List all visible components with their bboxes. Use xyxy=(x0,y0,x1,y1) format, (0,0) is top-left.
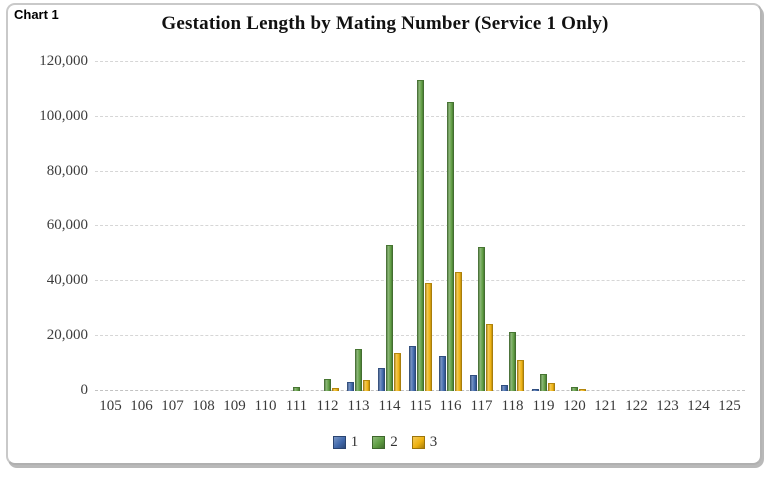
legend-swatch-icon xyxy=(372,436,386,449)
y-axis-tick-label: 120,000 xyxy=(39,53,88,69)
x-axis-tick-label: 122 xyxy=(625,398,648,414)
x-axis-tick-label: 125 xyxy=(718,398,741,414)
x-axis-tick-label: 124 xyxy=(687,398,710,414)
legend-swatch-icon xyxy=(411,436,425,449)
bar-series1-117 xyxy=(470,375,477,391)
x-axis-tick-label: 105 xyxy=(99,398,122,414)
x-axis-tick-label: 106 xyxy=(130,398,153,414)
bar-series1-113 xyxy=(347,382,354,391)
y-axis-tick-label: 60,000 xyxy=(46,217,88,233)
legend-item-series-2: 2 xyxy=(372,434,398,450)
x-axis-tick-label: 115 xyxy=(409,398,432,414)
bar-series3-116 xyxy=(455,272,462,391)
x-axis-tick-label: 108 xyxy=(192,398,215,414)
x-axis-tick-label: 109 xyxy=(223,398,246,414)
bar-series3-113 xyxy=(363,380,370,391)
legend-label: 3 xyxy=(429,434,438,450)
bar-series2-111 xyxy=(293,387,300,391)
bar-series2-117 xyxy=(478,247,485,391)
gridline xyxy=(95,61,745,62)
legend: 1 2 3 xyxy=(0,434,770,450)
legend-label: 1 xyxy=(350,434,359,450)
bar-series3-118 xyxy=(517,360,524,391)
x-axis-tick-label: 121 xyxy=(594,398,617,414)
bar-series2-118 xyxy=(509,332,516,391)
bar-series2-112 xyxy=(324,379,331,391)
bar-series2-120 xyxy=(571,387,578,391)
bar-series3-112 xyxy=(332,388,339,391)
bar-series2-116 xyxy=(447,102,454,391)
bar-series1-115 xyxy=(409,346,416,391)
bar-series1-119 xyxy=(532,389,539,391)
y-axis-tick-label: 40,000 xyxy=(46,272,88,288)
y-axis-tick-label: 80,000 xyxy=(46,163,88,179)
bar-series2-114 xyxy=(386,245,393,391)
x-axis-tick-label: 114 xyxy=(378,398,401,414)
x-axis-tick-label: 123 xyxy=(656,398,679,414)
x-axis-tick-label: 110 xyxy=(254,398,277,414)
bar-series3-119 xyxy=(548,383,555,391)
x-axis-tick-label: 120 xyxy=(563,398,586,414)
x-axis-tick-label: 118 xyxy=(501,398,524,414)
bar-series2-113 xyxy=(355,349,362,391)
x-axis-tick-label: 117 xyxy=(470,398,493,414)
x-axis-tick-label: 107 xyxy=(161,398,184,414)
bar-series3-114 xyxy=(394,353,401,391)
bar-series2-115 xyxy=(417,80,424,391)
bar-series1-118 xyxy=(501,385,508,391)
bar-series1-116 xyxy=(439,356,446,391)
y-axis-tick-label: 100,000 xyxy=(39,108,88,124)
bar-series3-117 xyxy=(486,324,493,391)
y-axis-tick-label: 20,000 xyxy=(46,327,88,343)
x-axis-tick-label: 113 xyxy=(347,398,370,414)
x-axis-tick-label: 111 xyxy=(285,398,308,414)
bar-series2-119 xyxy=(540,374,547,391)
bar-series1-114 xyxy=(378,368,385,391)
chart-object-label: Chart 1 xyxy=(14,7,59,22)
x-axis-tick-label: 119 xyxy=(532,398,555,414)
plot-area xyxy=(95,61,745,391)
y-axis-tick-label: 0 xyxy=(80,382,89,398)
legend-label: 2 xyxy=(390,434,398,450)
x-axis-tick-label: 116 xyxy=(439,398,462,414)
x-axis-tick-label: 112 xyxy=(316,398,339,414)
legend-item-series-3: 3 xyxy=(411,434,438,450)
bar-series3-115 xyxy=(425,283,432,391)
chart-title: Gestation Length by Mating Number (Servi… xyxy=(161,13,609,34)
legend-swatch-icon xyxy=(332,436,346,449)
bar-series3-120 xyxy=(579,389,586,391)
legend-item-series-1: 1 xyxy=(332,434,359,450)
